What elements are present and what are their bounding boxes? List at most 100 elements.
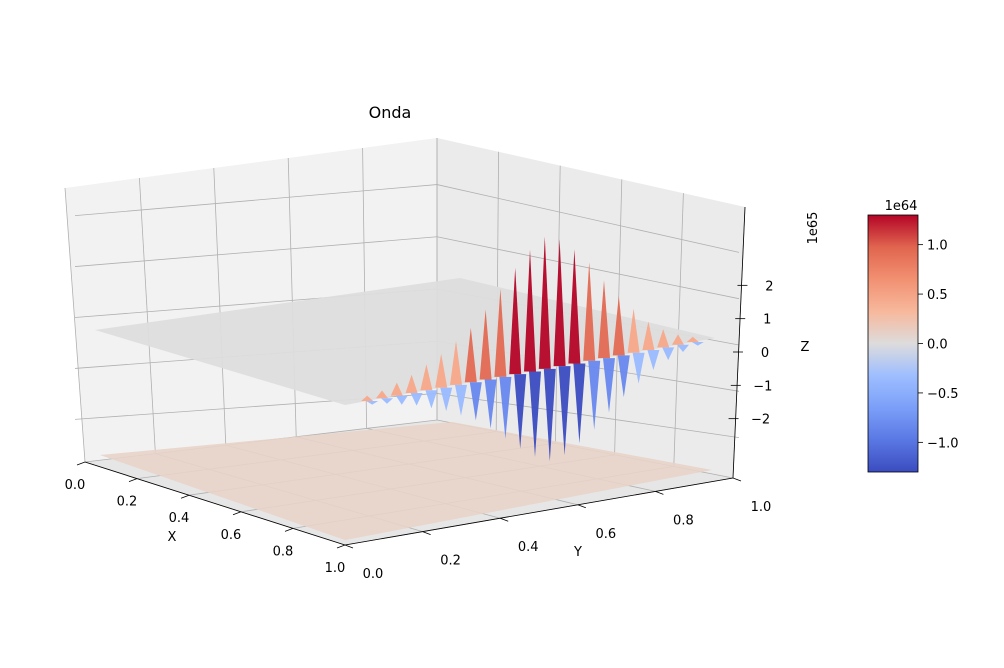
spike-peak xyxy=(657,329,670,348)
y-tick-mark xyxy=(577,504,586,509)
y-tick-mark xyxy=(422,531,431,535)
y-tick-mark xyxy=(655,491,664,495)
spike-peak xyxy=(627,308,640,353)
spike-peak xyxy=(494,288,507,377)
spike-trough xyxy=(662,347,675,361)
colorbar-tick-label: −1.0 xyxy=(927,436,959,451)
colorbar: 1e64 1.0 0.5 0.0 −0.5 −1.0 xyxy=(867,199,959,473)
chart-title: Onda xyxy=(369,103,412,122)
x-tick-mark xyxy=(180,494,190,499)
x-tick-mark xyxy=(76,461,86,466)
colorbar-ticks: 1.0 0.5 0.0 −0.5 −1.0 xyxy=(918,239,959,451)
x-tick-label: 0.6 xyxy=(221,528,242,543)
axis-lines xyxy=(84,206,746,546)
spike-trough xyxy=(366,400,379,405)
grid-line xyxy=(139,177,156,454)
y-tick-mark xyxy=(732,477,742,482)
z-tick-label: 0 xyxy=(761,346,769,361)
x-tick-mark xyxy=(232,511,242,516)
grid-line xyxy=(74,184,438,217)
x-tick-mark xyxy=(284,528,294,532)
spike-trough xyxy=(484,379,497,429)
spike-peak xyxy=(376,390,388,399)
grid-line xyxy=(213,167,227,446)
spike-trough xyxy=(691,342,704,346)
x-ticks: 0.0 0.2 0.4 0.6 0.8 1.0 xyxy=(65,461,346,576)
spike-peak xyxy=(435,353,448,388)
z-offset-label: 1e65 xyxy=(806,212,821,245)
spike-trough xyxy=(455,384,467,416)
y-tick-label: 0.6 xyxy=(595,527,616,542)
spike-trough xyxy=(469,382,482,421)
spike-peak xyxy=(420,364,433,391)
spike-trough xyxy=(603,358,615,413)
z-axis-line xyxy=(732,206,746,479)
y-axis-line xyxy=(344,477,734,546)
spike-trough xyxy=(425,390,438,409)
colorbar-offset-label: 1e64 xyxy=(885,199,918,214)
spike-trough xyxy=(410,392,423,406)
spike-trough xyxy=(514,374,527,449)
spike-peak xyxy=(464,327,477,383)
y-tick-label: 0.2 xyxy=(440,554,461,569)
y-tick-mark xyxy=(500,517,509,522)
y-tick-label: 0.4 xyxy=(518,540,539,555)
wave-spikes xyxy=(361,236,704,462)
z-axis-label: Z xyxy=(801,340,810,355)
y-tick-mark xyxy=(344,544,354,549)
spike-peak xyxy=(553,239,566,367)
x-tick-label: 0.0 xyxy=(65,478,86,493)
spike-peak xyxy=(405,374,418,393)
x-axis-label: X xyxy=(168,530,177,545)
colorbar-tick-label: 0.5 xyxy=(927,288,948,303)
x-tick-label: 0.8 xyxy=(273,544,294,559)
z-ticks: −2 −1 0 1 2 xyxy=(728,279,774,428)
y-axis-label: Y xyxy=(573,545,582,560)
spike-trough xyxy=(543,368,556,462)
y-ticks: 0.0 0.2 0.4 0.6 0.8 1.0 xyxy=(344,477,772,582)
z-tick-label: 2 xyxy=(765,279,773,294)
spike-trough xyxy=(529,371,541,457)
colorbar-tick-label: −0.5 xyxy=(927,387,959,402)
x-tick-label: 0.4 xyxy=(169,511,190,526)
spike-trough xyxy=(440,387,453,412)
x-tick-label: 1.0 xyxy=(325,561,346,576)
spike-peak xyxy=(509,267,522,375)
colorbar-tick-label: 1.0 xyxy=(927,239,948,254)
grid-line xyxy=(436,236,740,300)
grid-line xyxy=(287,157,297,437)
x-axis-line xyxy=(84,461,346,546)
grid-line xyxy=(74,236,438,267)
spike-trough xyxy=(588,360,601,430)
spike-peak xyxy=(479,309,492,380)
spike-peak xyxy=(686,336,699,343)
spike-trough xyxy=(381,398,393,404)
grid-line xyxy=(64,187,86,463)
spike-trough xyxy=(499,376,512,439)
spike-trough xyxy=(647,350,660,371)
x-tick-mark xyxy=(336,544,346,549)
spike-trough xyxy=(632,352,645,384)
y-tick-label: 1.0 xyxy=(751,500,772,515)
x-tick-mark xyxy=(128,478,138,482)
spike-peak xyxy=(568,249,581,364)
spike-peak xyxy=(598,280,610,359)
spike-peak xyxy=(642,321,655,351)
spike-peak xyxy=(450,340,462,385)
y-tick-label: 0.0 xyxy=(363,567,384,582)
spike-peak xyxy=(538,236,551,369)
lower-surface xyxy=(100,422,712,540)
grid-line xyxy=(436,184,740,253)
z-tick-label: 1 xyxy=(763,313,771,328)
z-tick-label: −1 xyxy=(753,379,772,394)
spike-peak xyxy=(361,395,374,401)
x-tick-label: 0.2 xyxy=(117,495,138,510)
spike-trough xyxy=(573,363,586,444)
spike-peak xyxy=(583,262,596,361)
spike-peak xyxy=(612,295,625,356)
spike-peak xyxy=(524,249,536,372)
spike-peak xyxy=(390,382,403,396)
spike-trough xyxy=(558,366,571,456)
y-tick-label: 0.8 xyxy=(673,513,694,528)
